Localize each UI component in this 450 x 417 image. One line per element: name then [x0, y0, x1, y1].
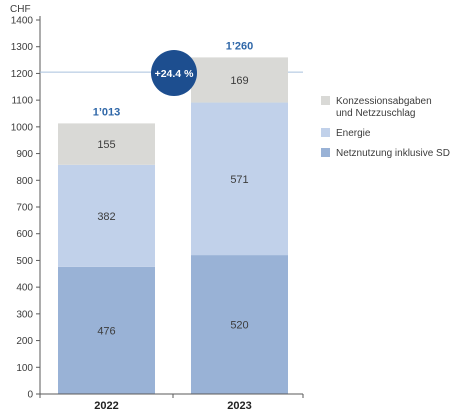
bar-value-label: 155 [97, 139, 115, 151]
bar-segment [58, 266, 155, 394]
bar-value-label: 571 [230, 174, 248, 186]
y-tick-label: 0 [27, 390, 33, 401]
y-tick-label: 800 [16, 176, 33, 187]
y-tick-label: 1200 [11, 69, 34, 80]
legend-label: Konzessionsabgaben [336, 96, 432, 107]
y-axis-unit-label: CHF [10, 4, 31, 15]
bar-total-label: 1’013 [93, 106, 121, 118]
y-tick-label: 600 [16, 229, 33, 240]
y-tick-label: 1300 [11, 42, 34, 53]
bar-segment [58, 164, 155, 267]
legend-swatch [321, 96, 330, 105]
bar-value-label: 382 [97, 211, 115, 223]
bar-value-label: 476 [97, 325, 115, 337]
y-tick-label: 1100 [11, 96, 33, 107]
legend-swatch [321, 128, 330, 137]
bar-segment [191, 57, 288, 103]
legend-label: Energie [336, 128, 371, 139]
bar-value-label: 169 [230, 75, 248, 87]
legend-swatch [321, 148, 330, 157]
y-tick-label: 700 [16, 203, 33, 214]
bar-value-label: 520 [230, 320, 248, 332]
bar-segment [191, 102, 288, 256]
y-tick-label: 1000 [11, 122, 34, 133]
y-tick-label: 1400 [11, 16, 34, 27]
legend-label: Netznutzung inklusive SDL [336, 148, 450, 159]
y-tick-label: 900 [16, 149, 33, 160]
y-tick-label: 200 [16, 336, 33, 347]
legend-label: und Netzzuschlag [336, 108, 416, 119]
y-tick-label: 100 [16, 363, 33, 374]
bar-total-label: 1’260 [226, 40, 254, 52]
y-tick-label: 500 [16, 256, 33, 267]
bar-segment [58, 123, 155, 165]
y-tick-label: 300 [16, 309, 33, 320]
bar-segment [191, 255, 288, 394]
growth-badge-label: +24.4 % [155, 68, 194, 80]
x-tick-label: 2023 [227, 400, 251, 412]
y-tick-label: 400 [16, 283, 33, 294]
growth-badge [151, 50, 197, 96]
x-tick-label: 2022 [94, 400, 118, 412]
